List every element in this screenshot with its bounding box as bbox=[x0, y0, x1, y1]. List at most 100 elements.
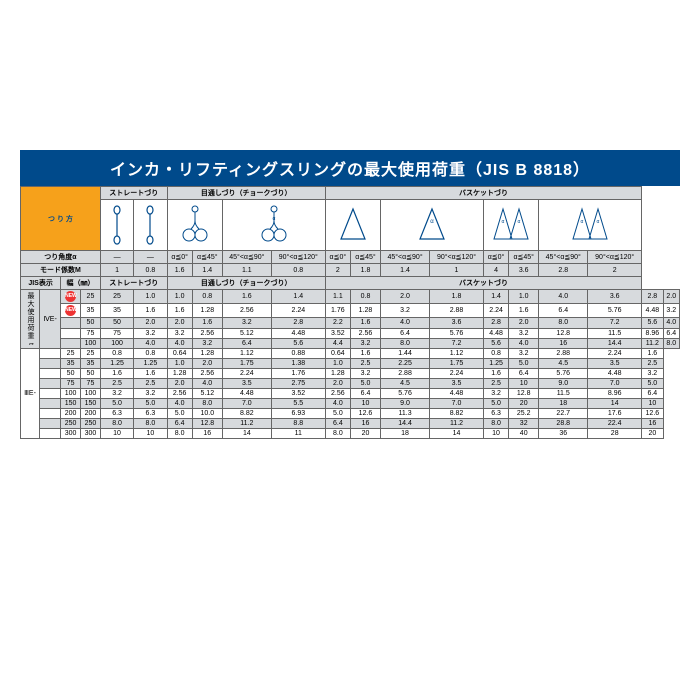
data-cell: 8.0 bbox=[100, 418, 133, 428]
data-cell: 1.38 bbox=[271, 358, 325, 368]
data-cell: 0.64 bbox=[325, 348, 350, 358]
table-row: 1501505.05.04.08.07.05.54.0109.07.05.020… bbox=[21, 398, 680, 408]
data-cell: 250 bbox=[81, 418, 101, 428]
data-cell: 2.0 bbox=[167, 378, 192, 388]
data-cell: 36 bbox=[539, 428, 588, 438]
data-cell: 25 bbox=[61, 348, 81, 358]
table-row: 1001004.04.03.26.45.64.43.28.07.25.64.01… bbox=[21, 338, 680, 348]
angle-cell: 45°<α≦90° bbox=[381, 251, 430, 264]
badge-cell: NEW bbox=[61, 304, 81, 318]
page-title: インカ・リフティングスリングの最大使用荷重（JIS B 8818） bbox=[20, 150, 680, 186]
sub-straight: ストレートづり bbox=[100, 277, 167, 290]
data-cell: 100 bbox=[81, 338, 101, 348]
data-cell: 25.2 bbox=[509, 408, 539, 418]
data-cell: 5.12 bbox=[192, 388, 222, 398]
data-cell: 12.8 bbox=[539, 328, 588, 338]
data-cell: 8.82 bbox=[222, 408, 271, 418]
width-label: 幅（㎜） bbox=[61, 277, 101, 290]
data-cell: 0.88 bbox=[271, 348, 325, 358]
data-cell: 20 bbox=[509, 398, 539, 408]
data-cell: 2.56 bbox=[167, 388, 192, 398]
data-cell: 11 bbox=[271, 428, 325, 438]
data-cell: 11.2 bbox=[222, 418, 271, 428]
data-cell: 3.52 bbox=[271, 388, 325, 398]
data-cell: 3.2 bbox=[100, 388, 133, 398]
method-icon bbox=[100, 200, 133, 251]
data-cell: 1.75 bbox=[222, 358, 271, 368]
data-cell: 4.0 bbox=[192, 378, 222, 388]
data-cell: 4.48 bbox=[642, 304, 663, 318]
data-cell: 3.2 bbox=[222, 318, 271, 328]
data-cell: 1.6 bbox=[642, 348, 663, 358]
badge-cell bbox=[40, 428, 61, 438]
data-cell: 5.76 bbox=[430, 328, 484, 338]
data-cell: 6.4 bbox=[509, 368, 539, 378]
data-cell: 2.56 bbox=[192, 368, 222, 378]
data-cell: 8.0 bbox=[539, 318, 588, 328]
data-cell: 0.8 bbox=[134, 348, 167, 358]
data-cell: 7.0 bbox=[430, 398, 484, 408]
mode-cell: 1.1 bbox=[222, 264, 271, 277]
data-cell: 3.2 bbox=[483, 388, 508, 398]
sub-choker: 目通しづり（チョークづり） bbox=[167, 277, 325, 290]
data-cell: 2.0 bbox=[509, 318, 539, 328]
data-cell: 1.28 bbox=[325, 368, 350, 378]
data-cell: 8.96 bbox=[588, 388, 642, 398]
data-cell: 1.6 bbox=[167, 304, 192, 318]
angle-cell: — bbox=[134, 251, 167, 264]
data-cell: 25 bbox=[100, 290, 133, 304]
data-cell: 2.56 bbox=[325, 388, 350, 398]
data-cell: 7.0 bbox=[588, 378, 642, 388]
group-basket: バスケットづり bbox=[325, 187, 641, 200]
data-cell: 1.12 bbox=[222, 348, 271, 358]
data-cell: 1.76 bbox=[271, 368, 325, 378]
svg-text:α: α bbox=[502, 219, 505, 225]
data-cell: 1.1 bbox=[325, 290, 350, 304]
data-cell: 7.2 bbox=[588, 318, 642, 328]
data-cell: 2.0 bbox=[325, 378, 350, 388]
table-row: 2002006.36.35.010.08.826.935.012.611.38.… bbox=[21, 408, 680, 418]
data-cell: 14.4 bbox=[588, 338, 642, 348]
data-cell: 300 bbox=[81, 428, 101, 438]
data-cell: 10 bbox=[509, 378, 539, 388]
data-cell: 12.6 bbox=[350, 408, 380, 418]
data-cell: 20 bbox=[350, 428, 380, 438]
data-cell: 75 bbox=[61, 378, 81, 388]
data-cell: 50 bbox=[81, 318, 101, 328]
data-cell: 5.76 bbox=[588, 304, 642, 318]
data-cell: 2.0 bbox=[167, 318, 192, 328]
data-cell: 2.24 bbox=[483, 304, 508, 318]
data-cell: 1.75 bbox=[430, 358, 484, 368]
data-cell: 5.6 bbox=[642, 318, 663, 328]
data-cell: 7.0 bbox=[222, 398, 271, 408]
angle-cell: α≦0° bbox=[325, 251, 350, 264]
badge-cell bbox=[40, 388, 61, 398]
angle-cell: α≦0° bbox=[167, 251, 192, 264]
data-cell: 100 bbox=[61, 388, 81, 398]
data-cell: 1.4 bbox=[483, 290, 508, 304]
method-icon bbox=[167, 200, 222, 251]
data-cell: 1.6 bbox=[100, 368, 133, 378]
table-row: NEW35351.61.61.282.562.241.761.283.22.88… bbox=[21, 304, 680, 318]
data-cell: 4.48 bbox=[222, 388, 271, 398]
table-row: 50501.61.61.282.562.241.761.283.22.882.2… bbox=[21, 368, 680, 378]
mode-cell: 0.8 bbox=[271, 264, 325, 277]
data-cell: 12.8 bbox=[509, 388, 539, 398]
data-cell: 3.2 bbox=[192, 338, 222, 348]
data-cell: 10 bbox=[483, 428, 508, 438]
data-cell: 1.28 bbox=[192, 348, 222, 358]
data-cell: 5.0 bbox=[167, 408, 192, 418]
max-load-label: 最大使用荷重 t bbox=[21, 290, 40, 349]
data-cell: 1.12 bbox=[430, 348, 484, 358]
data-cell: 1.28 bbox=[167, 368, 192, 378]
data-cell: 9.0 bbox=[381, 398, 430, 408]
data-cell: 8.8 bbox=[271, 418, 325, 428]
data-cell: 6.4 bbox=[539, 304, 588, 318]
data-cell: 2.88 bbox=[539, 348, 588, 358]
data-cell: 4.0 bbox=[381, 318, 430, 328]
data-cell: 4.0 bbox=[167, 398, 192, 408]
data-cell: 75 bbox=[81, 378, 101, 388]
badge-cell bbox=[40, 378, 61, 388]
badge-cell bbox=[40, 418, 61, 428]
angle-cell: 45°<α≦90° bbox=[222, 251, 271, 264]
